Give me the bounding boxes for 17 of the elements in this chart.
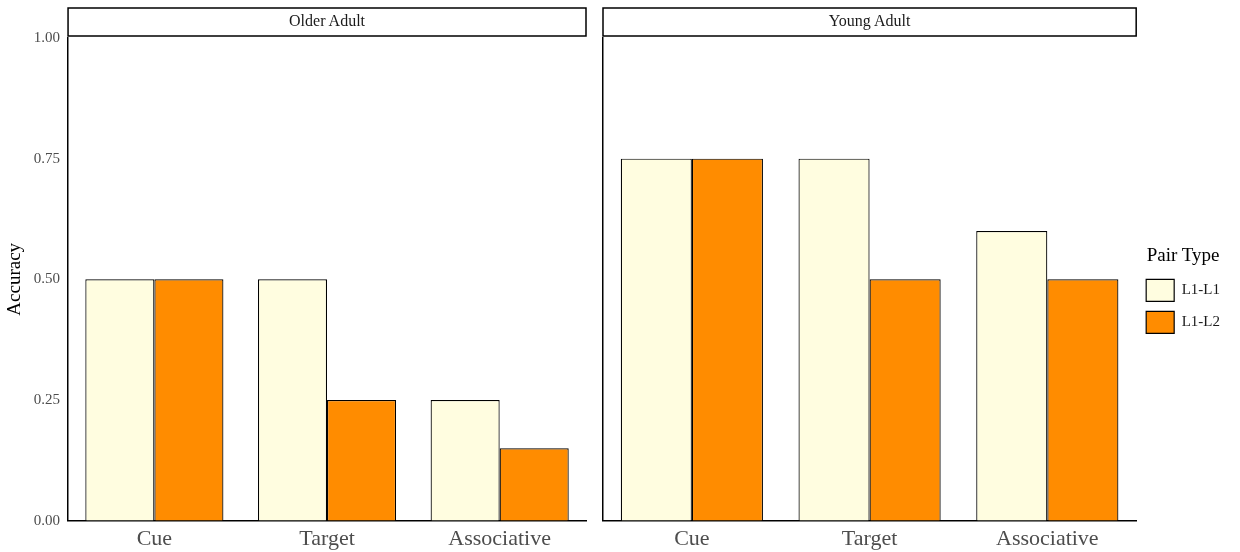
legend-label: L1-L2 bbox=[1181, 313, 1221, 330]
chart-title: Older Adult bbox=[289, 12, 366, 30]
y-tick-label: 0.50 bbox=[33, 270, 61, 287]
x-tick-label: Associative bbox=[448, 524, 551, 550]
x-tick-label: Target bbox=[299, 524, 355, 550]
legend-title: Pair Type bbox=[1146, 244, 1220, 266]
x-tick-label: Cue bbox=[136, 524, 173, 550]
y-tick-label: 0.25 bbox=[33, 390, 61, 407]
x-tick-label: Target bbox=[841, 524, 898, 550]
y-axis-title: Accuracy bbox=[3, 242, 25, 316]
x-tick-label: Cue bbox=[674, 524, 710, 550]
y-tick-label: 0.00 bbox=[33, 511, 61, 528]
chart-title: Young Adult bbox=[828, 12, 911, 31]
x-tick-label: Associative bbox=[995, 524, 1099, 550]
y-tick-label: 1.00 bbox=[33, 28, 61, 45]
legend-label: L1-L1 bbox=[1181, 281, 1221, 298]
y-tick-label: 0.75 bbox=[33, 149, 61, 166]
